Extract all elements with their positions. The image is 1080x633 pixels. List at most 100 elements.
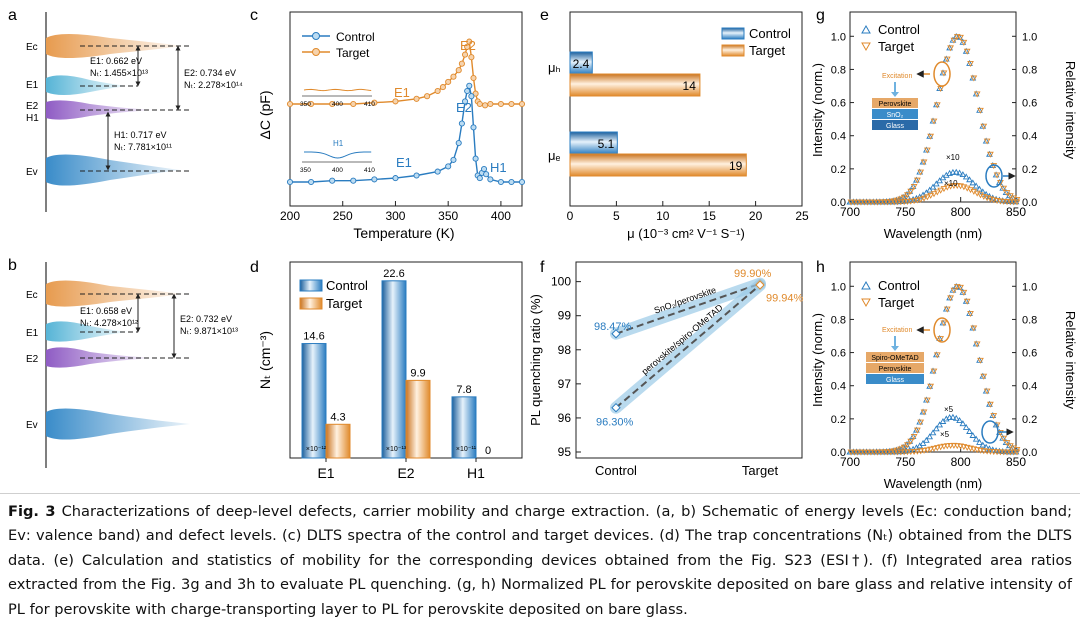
h-point-1-21 (917, 419, 925, 426)
c-point-target-1 (308, 100, 315, 108)
h-point-0-21 (916, 418, 924, 425)
g-point-0-40 (979, 122, 987, 129)
h-point-3-20 (914, 448, 921, 455)
c-xtick-label-0: 200 (280, 209, 300, 223)
c-inset-h1: H1 (333, 139, 344, 148)
c-point-control-5 (392, 175, 399, 182)
g-point-2-39 (976, 185, 983, 192)
h-layer-spiro-label: Spiro-OMeTAD (871, 355, 918, 362)
g-point-2-31 (949, 168, 957, 175)
d-legend-target-label: Target (326, 296, 363, 311)
f-label-control-0: 98.47% (594, 321, 632, 333)
e-value-target-1: 19 (729, 159, 743, 173)
g-xtick-label-1: 750 (895, 205, 915, 219)
g-point-3-8 (874, 199, 881, 206)
h-point-2-33 (956, 417, 963, 424)
g-point-3-18 (907, 198, 915, 205)
h-legend-control-label: Control (878, 278, 920, 293)
c-point-control-9 (450, 156, 457, 163)
h-point-1-26 (933, 352, 941, 359)
g-legend-target-label: Target (878, 39, 915, 54)
panel-b-label: b (8, 257, 17, 274)
g-point-1-17 (904, 192, 911, 199)
h-legend-control-marker (861, 280, 871, 290)
h-point-1-42 (987, 401, 994, 408)
h-point-1-27 (937, 336, 945, 343)
h-point-1-20 (914, 427, 921, 434)
g-point-2-10 (879, 198, 887, 205)
g-point-2-1 (849, 198, 857, 205)
h-point-0-48 (1005, 442, 1013, 449)
g-point-2-25 (929, 183, 937, 190)
h-point-2-32 (952, 414, 960, 421)
c-point-target-24 (497, 100, 504, 108)
h-ytick-left-label-1: 0.2 (831, 414, 846, 426)
b-level-label-ec: Eᴄ (26, 290, 38, 301)
g-point-3-21 (917, 196, 925, 203)
c-inset-control-curve (303, 151, 372, 159)
h-point-2-0 (846, 448, 854, 455)
panel-e: e μ (10⁻³ cm² V⁻¹ S⁻¹) μₕ μₑ 2.4145.119 … (540, 7, 809, 241)
h-point-3-0 (847, 449, 855, 456)
h-point-3-8 (874, 449, 881, 456)
h-legend-target-marker (861, 298, 871, 308)
h-point-1-40 (980, 373, 988, 380)
d-bar-control-e1 (301, 343, 327, 459)
g-point-2-49 (1009, 198, 1017, 205)
h-point-0-41 (982, 387, 990, 394)
h-point-3-11 (884, 449, 891, 456)
h-point-1-39 (977, 357, 984, 364)
legend-target-label: Target (336, 46, 370, 60)
g-point-1-42 (987, 151, 994, 158)
g-point-0-47 (1002, 189, 1010, 195)
g-point-3-14 (894, 199, 901, 206)
c-point-control-6 (413, 172, 420, 179)
c-point-target-25 (508, 100, 515, 108)
e-bar-target-1 (569, 153, 747, 177)
h-point-3-50 (1013, 449, 1021, 456)
f-line-1 (615, 284, 761, 409)
h-ytick-left-label-3: 0.6 (831, 348, 846, 360)
g-point-1-21 (917, 169, 925, 176)
h-x5-b: ×5 (940, 430, 950, 439)
h-ytick-left-label-0: 0.0 (831, 447, 846, 459)
g-ytick-left-label-1: 0.2 (831, 164, 846, 176)
g-point-3-7 (870, 199, 878, 206)
c-point-control-26 (518, 178, 526, 186)
b-e1-energy: E1: 0.658 eV (80, 306, 132, 316)
h-xtick-label-0: 700 (840, 455, 860, 469)
h-point-1-18 (907, 438, 915, 445)
d-value-target-e2: 9.9 (410, 367, 425, 379)
g-point-0-31 (949, 36, 957, 43)
h-point-2-1 (849, 448, 857, 455)
f-ytick-label-4: 99 (558, 309, 572, 323)
h-point-3-2 (854, 449, 862, 456)
h-point-1-41 (983, 388, 991, 395)
h-layer-glass-label: Glass (886, 377, 904, 384)
h-point-2-12 (886, 448, 894, 455)
h-point-3-30 (947, 442, 954, 449)
g-point-1-36 (967, 60, 974, 67)
h-point-3-26 (933, 445, 941, 452)
g-point-1-37 (970, 75, 978, 82)
h1-energy: H1: 0.717 eV (114, 130, 167, 140)
c-point-control-3 (350, 177, 357, 184)
h-layer-spiro (866, 352, 924, 362)
g-point-2-7 (869, 198, 877, 205)
g-point-1-16 (900, 194, 908, 201)
c-point-control-21 (480, 165, 488, 173)
f-cat-control: Control (595, 463, 637, 478)
h-point-2-10 (879, 448, 887, 455)
h-point-3-31 (950, 442, 958, 449)
g-layer-perovskite (872, 98, 918, 108)
c-inset-target-tick-2: 400 (332, 101, 343, 108)
g-point-0-42 (986, 150, 993, 157)
h-ytick-right-label-4: 0.8 (1022, 314, 1037, 326)
d-legend-target-swatch (299, 297, 323, 310)
b-e2-energy: E2: 0.732 eV (180, 314, 232, 324)
b-ev-band (46, 408, 190, 440)
c-point-target-11 (450, 73, 457, 80)
h-point-3-16 (900, 449, 908, 456)
g-point-0-39 (976, 106, 983, 113)
c-inset-control: H1 350 400 410 (300, 139, 375, 174)
